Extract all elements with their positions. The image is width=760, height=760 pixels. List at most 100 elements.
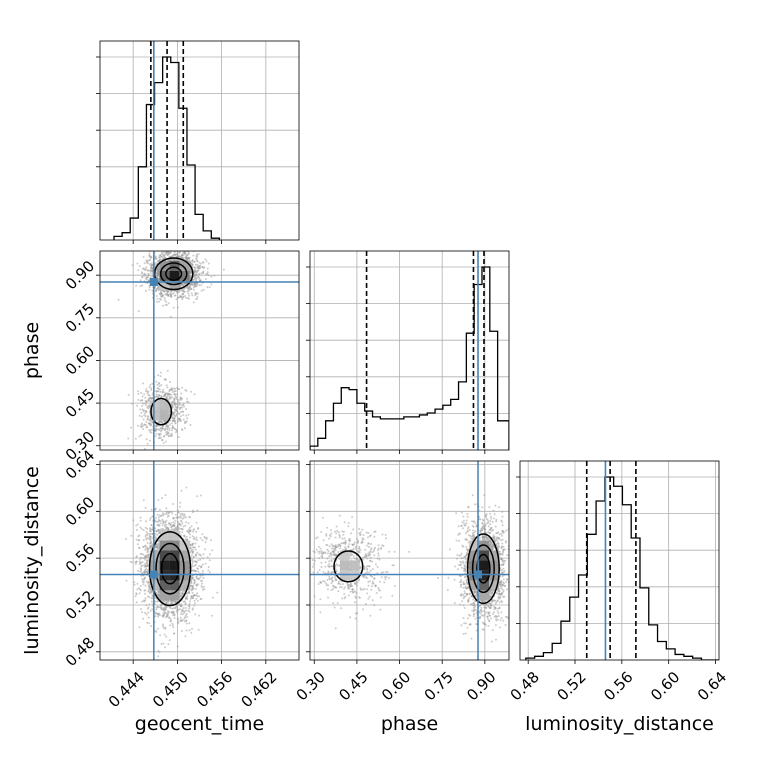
scatter-point [160,428,163,431]
scatter-point [145,259,148,262]
scatter-point [150,600,153,603]
scatter-point [144,396,147,399]
scatter-point [181,517,184,520]
scatter-panel-geocent_time-luminosity_distance [96,460,300,664]
scatter-point [199,537,202,540]
scatter-point [147,394,150,397]
scatter-point [145,410,148,413]
scatter-point [155,536,158,539]
scatter-point [171,255,174,258]
scatter-point [176,386,179,389]
scatter-point [147,595,150,598]
scatter-point [158,385,161,388]
scatter-point [190,262,193,265]
scatter-point [172,292,175,295]
scatter-point [195,530,198,533]
scatter-point [175,513,177,516]
scatter-point [124,538,127,540]
scatter-point [163,395,166,398]
scatter-point [191,597,194,600]
scatter-point [194,292,197,294]
scatter-point [181,531,183,534]
scatter-point [171,429,173,432]
scatter-point [125,579,128,582]
scatter-point [135,529,138,531]
scatter-point [188,530,191,533]
scatter-point [156,387,159,390]
scatter-point [201,533,204,536]
scatter-point [172,521,175,524]
scatter-point [192,538,195,540]
scatter-point [145,565,148,568]
scatter-point [170,607,173,610]
scatter-point [199,558,202,561]
scatter-point [148,546,151,549]
scatter-point [160,252,163,255]
scatter-point [136,404,138,407]
scatter-point [145,537,148,540]
scatter-point [142,599,145,602]
scatter-point [134,595,137,598]
scatter-point [154,612,157,615]
scatter-point [179,399,182,401]
density-cell [179,270,190,281]
scatter-point [144,544,147,547]
scatter-point [149,609,152,612]
scatter-point [188,602,191,605]
scatter-point [140,423,143,426]
scatter-point [196,577,199,580]
scatter-point [142,402,144,405]
density-cell [149,410,160,421]
scatter-point [197,253,200,256]
scatter-point [181,406,183,409]
scatter-point [163,296,166,299]
scatter-point [192,556,195,559]
scatter-point [148,259,151,262]
scatter-point [157,615,160,618]
scatter-point [165,510,168,513]
scatter-point [185,408,188,410]
scatter-point [161,512,164,515]
scatter-point [222,268,225,271]
scatter-point [191,569,194,572]
scatter-point [133,581,136,584]
scatter-point [149,397,152,400]
scatter-point [160,298,163,301]
scatter-point [181,244,183,246]
scatter-point [197,628,200,631]
scatter-point [186,286,189,289]
scatter-point [194,548,197,551]
scatter-point [204,278,207,281]
scatter-point [167,603,170,605]
scatter-point [157,542,160,545]
scatter-point [138,563,141,566]
scatter-point [159,375,162,378]
scatter-point [192,565,195,568]
scatter-point [183,534,186,537]
scatter-point [158,393,161,396]
scatter-point [150,524,153,527]
scatter-point [202,261,205,264]
scatter-point [191,607,194,610]
scatter-point [161,256,164,258]
scatter-point [191,561,194,564]
contour-middle [159,262,188,286]
scatter-point [171,528,174,531]
scatter-point [139,516,142,519]
scatter-point [181,428,183,431]
scatter-point [142,583,145,586]
scatter-point [176,393,179,396]
histogram-area [310,251,509,450]
scatter-point [154,615,157,618]
scatter-point [170,434,173,437]
scatter-point [200,585,203,588]
scatter-point [191,259,194,262]
scatter-point [144,289,147,292]
scatter-point [178,255,181,258]
scatter-point [185,592,188,595]
scatter-point [209,539,212,542]
scatter-point [200,284,203,286]
scatter-point [166,251,168,254]
scatter-point [147,247,149,249]
scatter-point [146,442,149,445]
